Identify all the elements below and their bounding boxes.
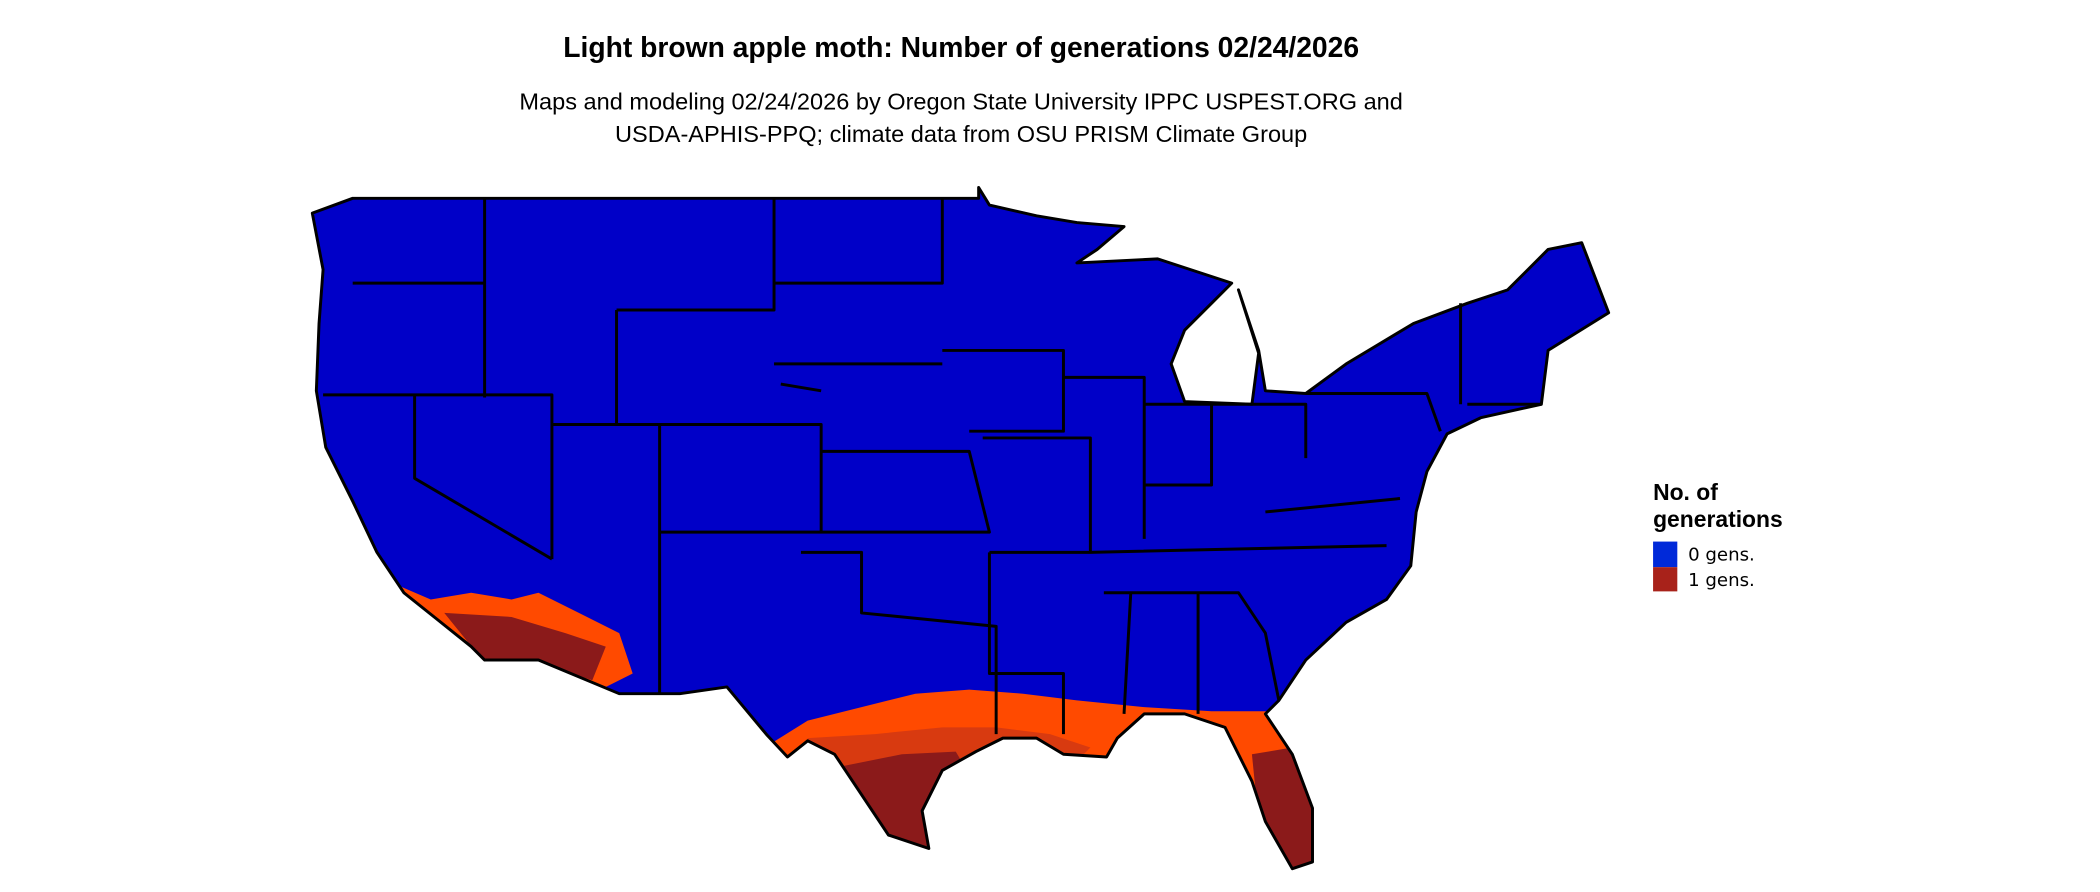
legend-label-0-gens: 0 gens. — [1688, 544, 1755, 565]
legend-title-line-2: generations — [1653, 506, 1783, 532]
legend-swatch-0-gens — [1653, 541, 1678, 568]
one-gen-region-texas-south — [834, 751, 970, 869]
one-gen-region-southwest-dark — [444, 612, 606, 681]
subtitle-line-2: USDA-APHIS-PPQ; climate data from OSU PR… — [615, 121, 1307, 147]
zero-gens-region — [312, 187, 1609, 869]
legend: No. of generations 0 gens. 1 gens. — [1653, 479, 1783, 592]
legend-label-1-gens: 1 gens. — [1688, 570, 1755, 591]
us-map — [312, 187, 1609, 869]
legend-title-line-1: No. of — [1653, 479, 1718, 505]
one-gen-region-gulf — [753, 689, 1333, 869]
subtitle-line-1: Maps and modeling 02/24/2026 by Oregon S… — [519, 88, 1402, 114]
legend-swatch-1-gens — [1653, 567, 1678, 592]
map-title: Light brown apple moth: Number of genera… — [563, 31, 1359, 63]
one-gen-region-gulf-mid — [807, 727, 1091, 869]
state-borders — [310, 186, 1611, 871]
